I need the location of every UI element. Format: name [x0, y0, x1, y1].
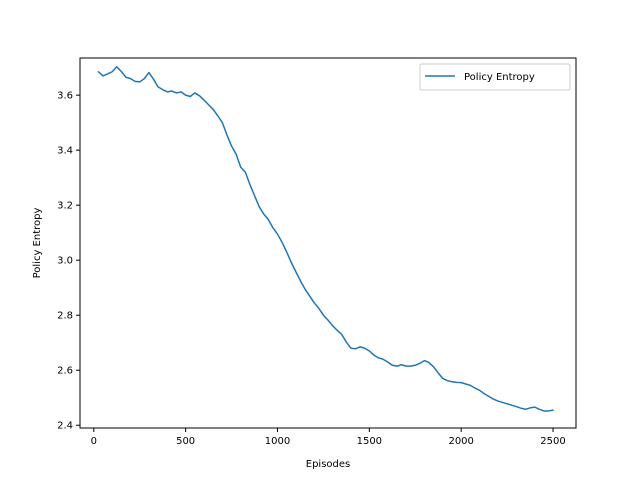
y-tick-label: 2.6 — [57, 366, 73, 377]
x-tick-label: 1000 — [265, 436, 290, 447]
x-tick-label: 0 — [91, 436, 97, 447]
x-tick-label: 2000 — [448, 436, 473, 447]
series-layer — [97, 66, 554, 412]
y-tick-label: 3.2 — [57, 201, 73, 212]
y-tick-label: 3.4 — [57, 146, 73, 157]
legend: Policy Entropy — [419, 63, 571, 91]
x-tick-label: 500 — [176, 436, 195, 447]
legend-box — [419, 63, 571, 91]
plot-area — [80, 58, 576, 428]
y-axis-label: Policy Entropy — [32, 208, 43, 279]
series-line-policy-entropy — [97, 66, 554, 412]
y-tick-label: 2.4 — [57, 421, 73, 432]
x-tick-label: 2500 — [540, 436, 565, 447]
y-axis-ticks: 2.4 2.6 2.8 3.0 3.2 3.4 3.6 — [57, 91, 80, 432]
legend-label: Policy Entropy — [464, 72, 535, 83]
x-axis-label: Episodes — [306, 459, 350, 470]
y-tick-label: 2.8 — [57, 311, 73, 322]
x-tick-label: 1500 — [357, 436, 382, 447]
plot-frame — [79, 57, 577, 429]
y-tick-label: 3.0 — [57, 256, 73, 267]
x-axis-ticks: 0 500 1000 1500 2000 2500 — [91, 428, 566, 447]
y-tick-label: 3.6 — [57, 91, 73, 102]
